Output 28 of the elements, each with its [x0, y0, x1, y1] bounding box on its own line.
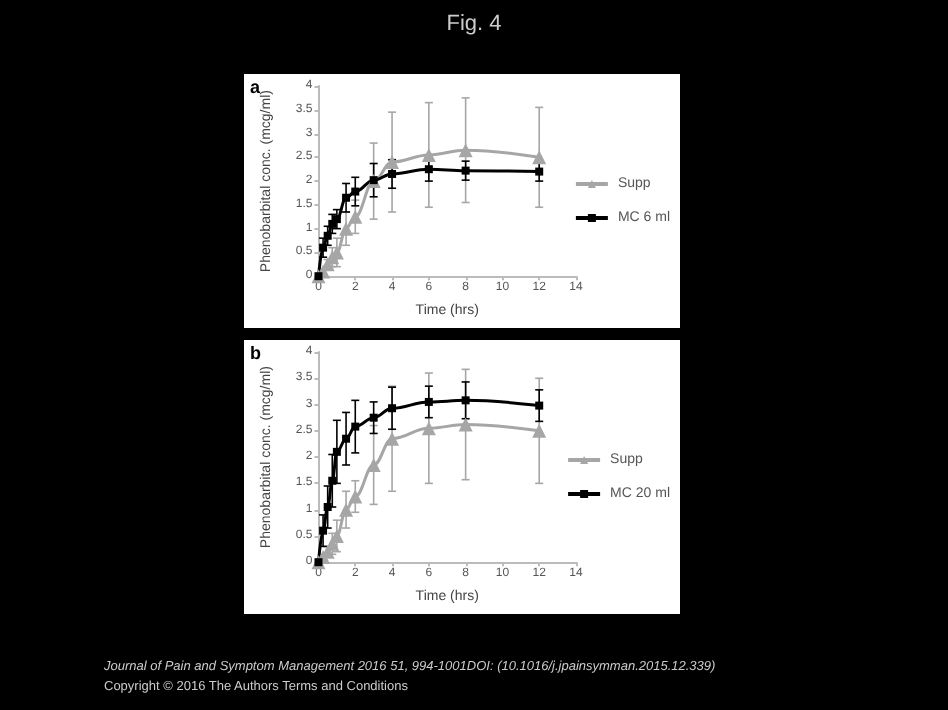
point — [339, 502, 354, 517]
point — [323, 231, 332, 240]
point — [461, 166, 470, 175]
point — [532, 150, 547, 165]
point — [424, 397, 433, 406]
point — [351, 422, 360, 431]
point — [319, 243, 328, 252]
point — [323, 503, 332, 512]
point — [328, 476, 337, 485]
chart-title: Fig. 4 — [444, 12, 504, 36]
point — [332, 447, 341, 456]
text: b — [250, 343, 262, 363]
point — [388, 169, 397, 178]
point — [461, 396, 470, 405]
point — [424, 165, 433, 174]
point — [369, 413, 378, 422]
point — [535, 167, 544, 176]
point — [351, 187, 360, 196]
point — [342, 193, 351, 202]
text: a — [250, 77, 262, 97]
point — [535, 401, 544, 410]
point — [421, 147, 436, 162]
point — [319, 526, 328, 535]
point — [388, 404, 397, 413]
point — [342, 434, 351, 443]
point — [421, 421, 436, 436]
point — [339, 221, 354, 236]
point — [348, 489, 363, 504]
